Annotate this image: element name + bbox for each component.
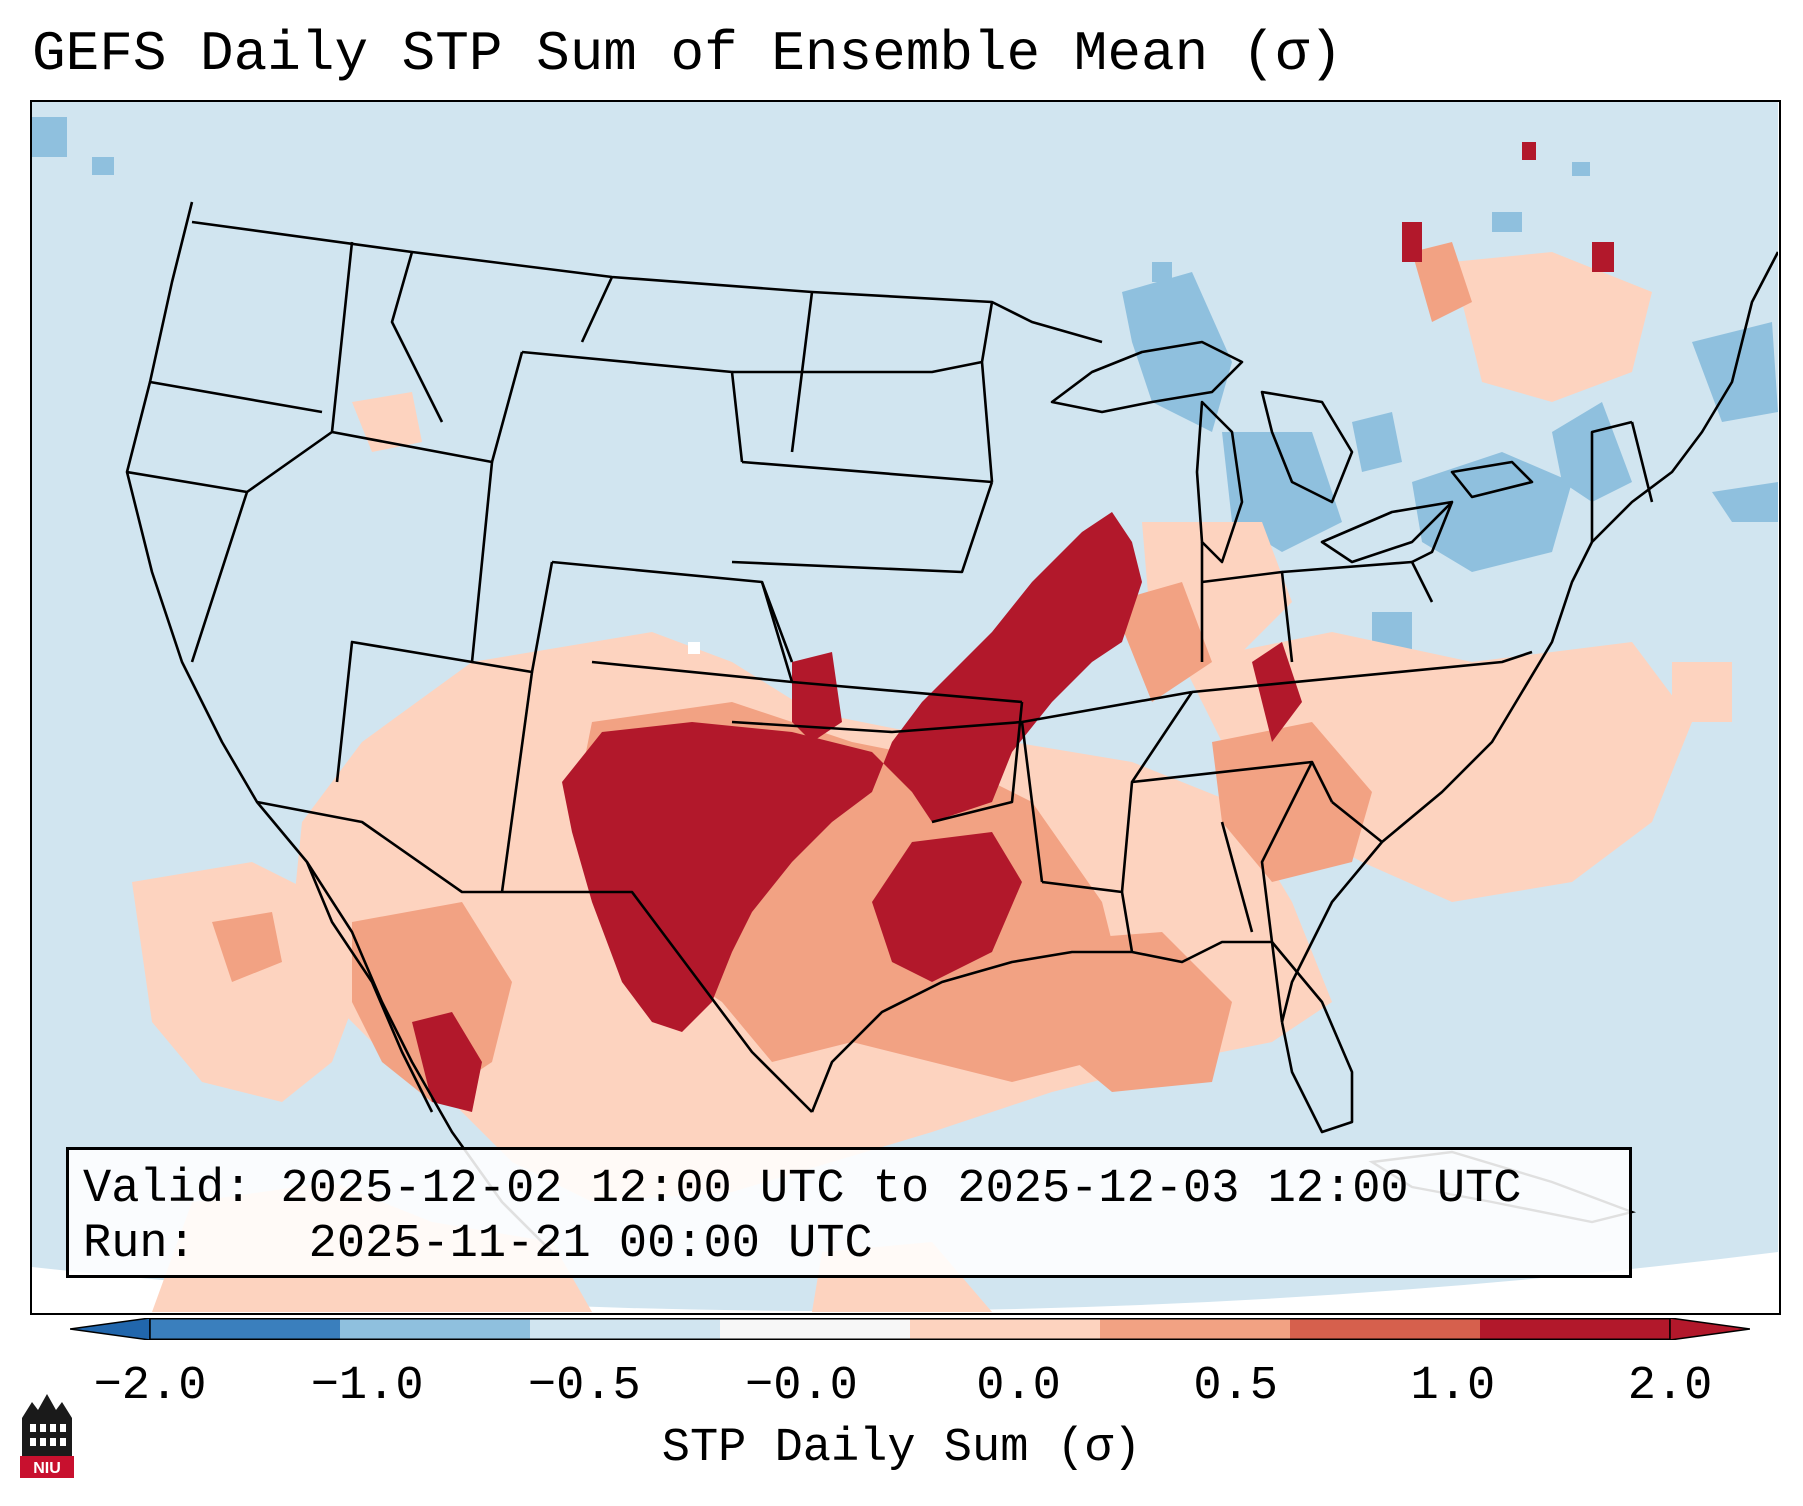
colorbar-label: STP Daily Sum (σ)	[661, 1422, 1142, 1475]
colorbar-segment	[530, 1318, 720, 1340]
lake-superior	[1050, 340, 1244, 414]
lake-michigan	[1195, 400, 1244, 564]
colorbar-segment	[150, 1318, 340, 1340]
logo-text: NIU	[33, 1460, 61, 1477]
colorbar-segment	[910, 1318, 1100, 1340]
us-mexico-border	[256, 800, 813, 1113]
east-coast	[1280, 251, 1778, 1023]
valid-label: Valid:	[83, 1163, 253, 1216]
colorbar-extend-high	[1669, 1318, 1750, 1340]
white-pixel	[688, 642, 700, 654]
negative-anomaly-patches	[32, 117, 1778, 672]
colorbar-segment	[340, 1318, 530, 1340]
colorbar-tick-label: 0.0	[976, 1360, 1061, 1413]
run-value: 2025-11-21 00:00 UTC	[308, 1218, 873, 1271]
map-svg	[32, 102, 1778, 1312]
colorbar-tick-label: 1.0	[1410, 1360, 1496, 1413]
baja	[305, 861, 434, 1113]
colorbar-tick-label: −1.0	[310, 1360, 424, 1413]
lake-huron	[1260, 390, 1354, 504]
map-outlines	[125, 201, 1778, 1253]
colorbar-tick-label: −0.5	[527, 1360, 641, 1413]
colorbar-segment	[1480, 1318, 1670, 1340]
colorbar-segment	[1100, 1318, 1290, 1340]
map-panel	[30, 100, 1781, 1315]
run-label: Run:	[83, 1218, 196, 1271]
lake-ontario	[1450, 460, 1534, 499]
colorbar-extend-low	[70, 1318, 151, 1340]
gulf-coast	[810, 940, 1354, 1134]
valid-value: 2025-12-02 12:00 UTC to 2025-12-03 12:00…	[280, 1163, 1522, 1216]
colorbar-tick-label: 2.0	[1627, 1360, 1713, 1413]
info-box: Valid: 2025-12-02 12:00 UTC to 2025-12-0…	[66, 1147, 1632, 1278]
lake-erie	[1320, 500, 1454, 564]
colorbar-segments	[149, 1318, 1671, 1340]
colorbar-tick-label: −0.0	[745, 1360, 858, 1413]
chart-title: GEFS Daily STP Sum of Ensemble Mean (σ)	[32, 22, 1343, 86]
colorbar-tick-label: 0.5	[1193, 1360, 1279, 1413]
colorbar-tick-label: −2.0	[93, 1360, 207, 1413]
niu-logo: NIU	[20, 1394, 74, 1478]
colorbar	[70, 1318, 1750, 1340]
anomaly-patches-high	[412, 142, 1614, 1112]
colorbar-segment	[1290, 1318, 1480, 1340]
colorbar-segment	[720, 1318, 910, 1340]
